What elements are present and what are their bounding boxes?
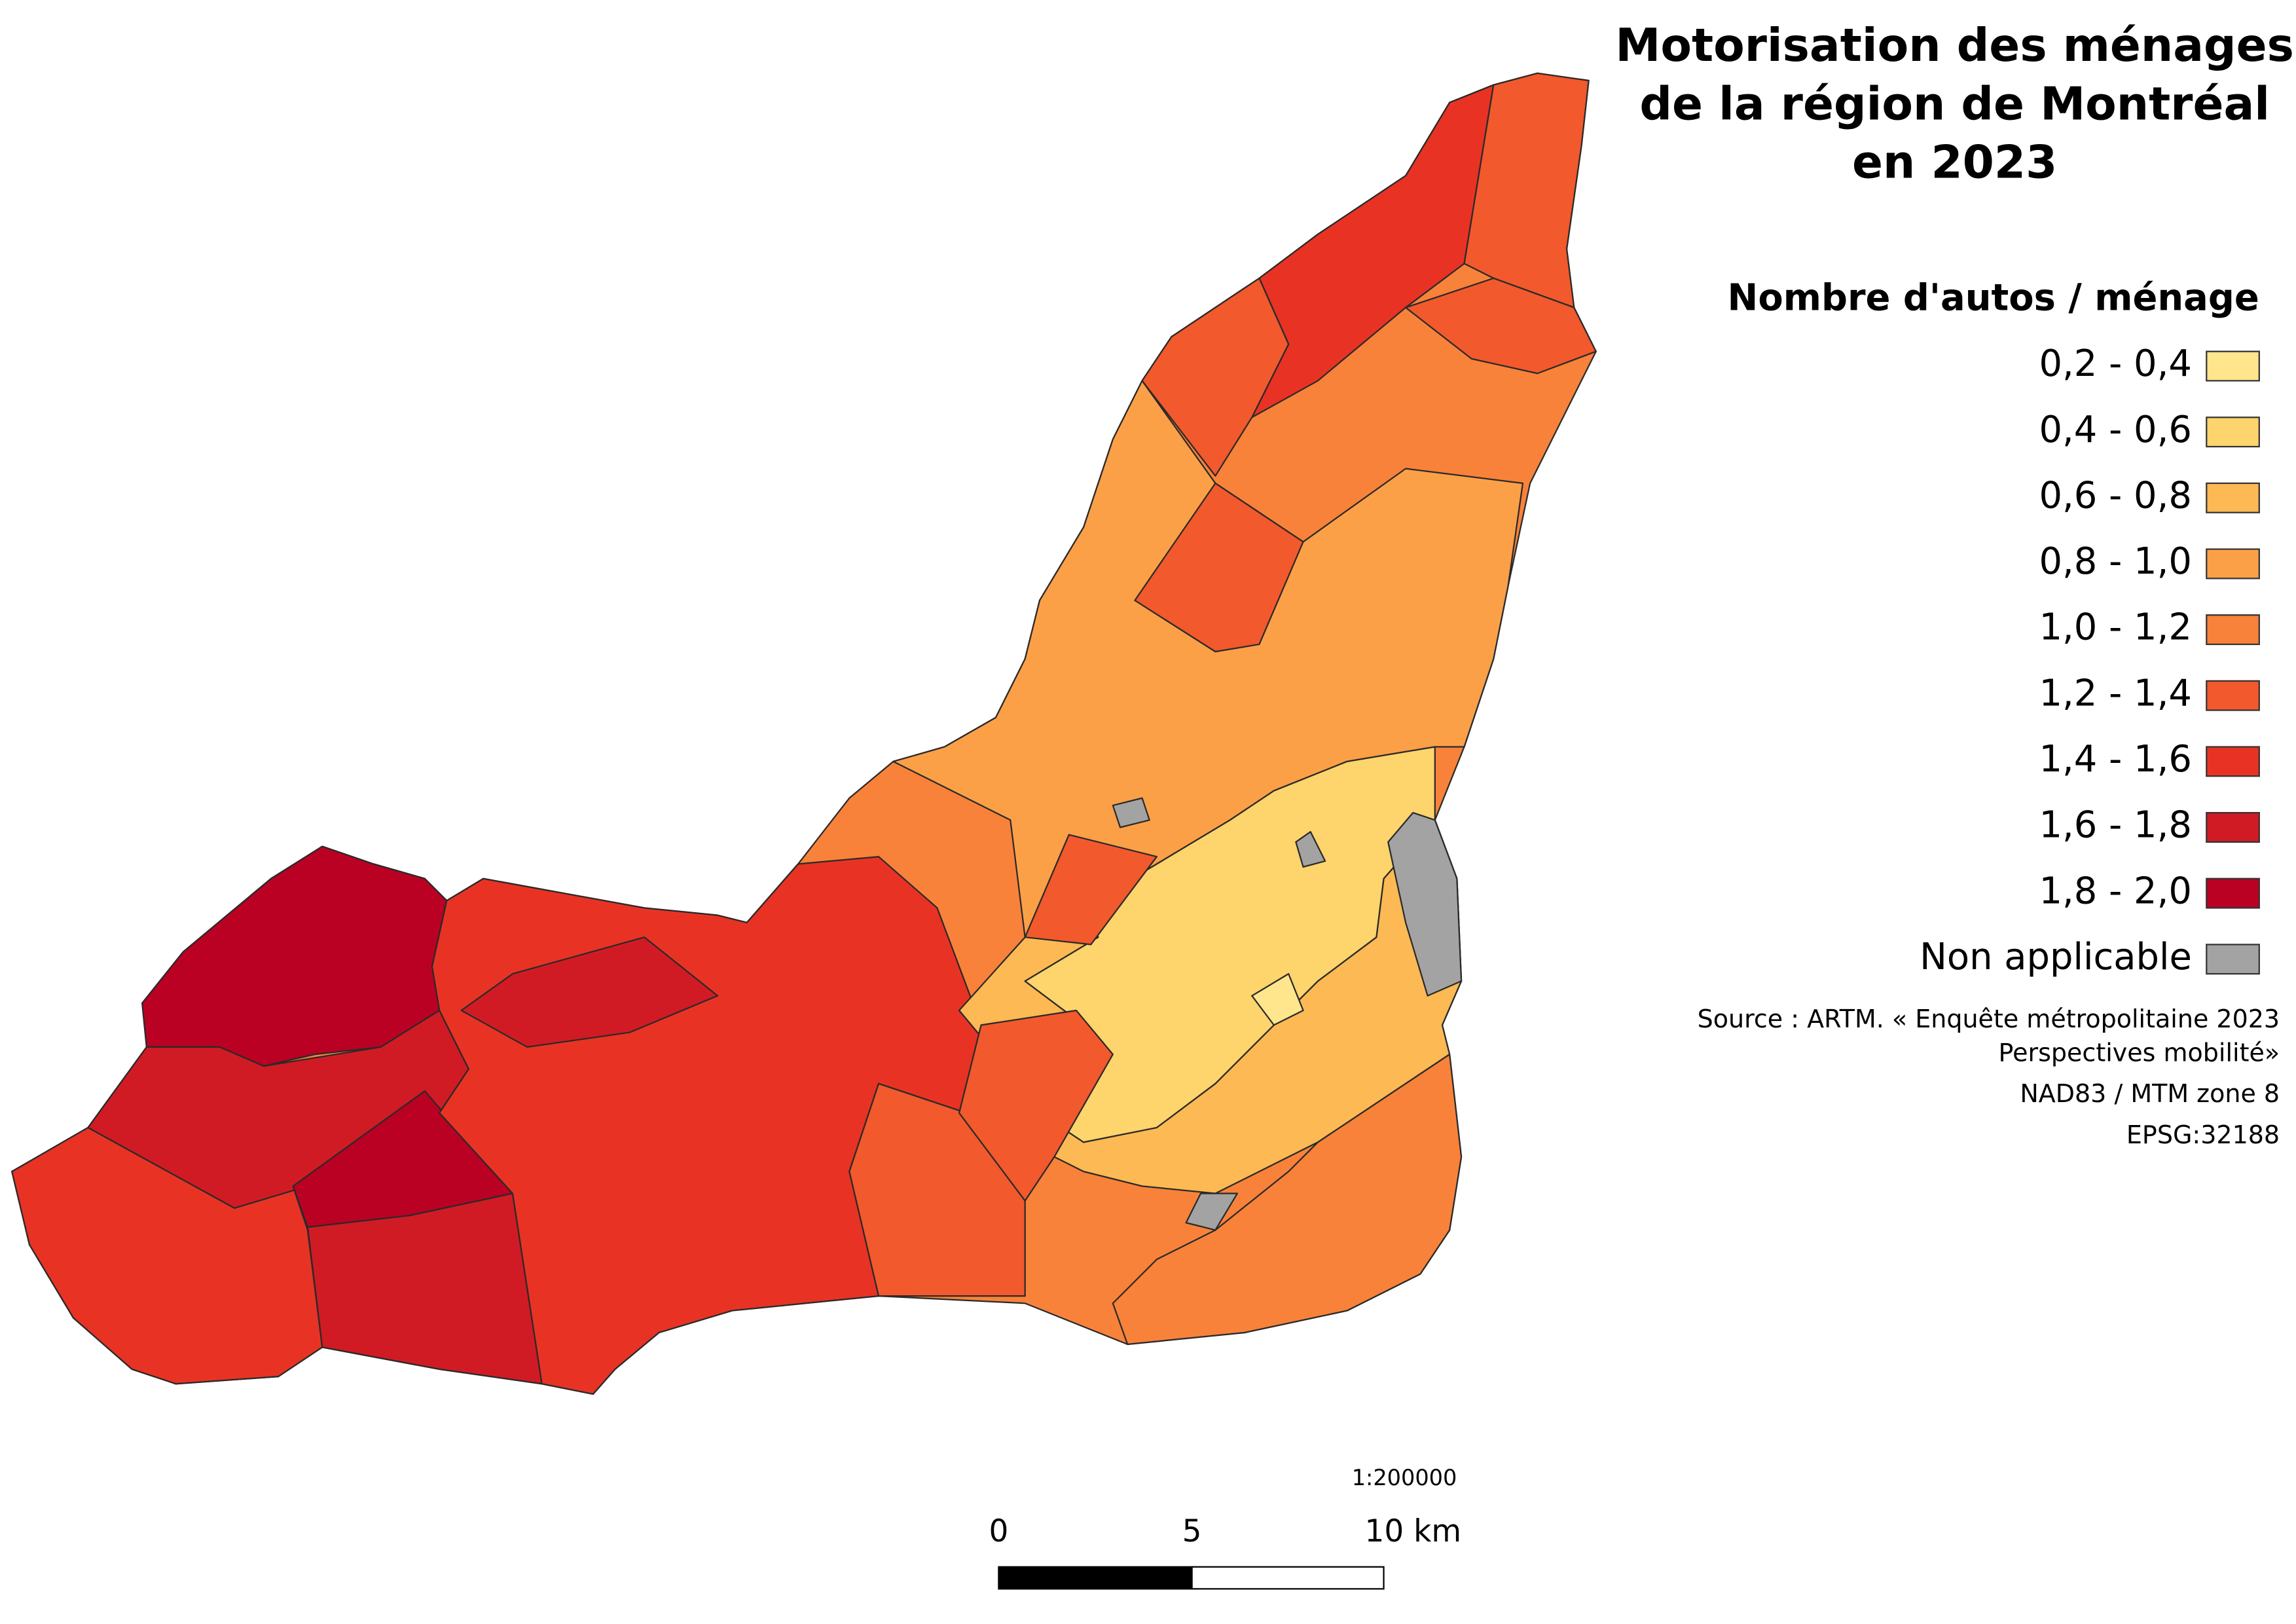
legend-label: 0,4 - 0,6 — [2039, 409, 2191, 451]
legend-label: 1,8 - 2,0 — [2039, 870, 2191, 912]
legend-swatch — [2206, 416, 2260, 448]
district — [1134, 482, 1304, 653]
district — [1141, 277, 1290, 477]
district — [1185, 1192, 1239, 1231]
district — [1112, 797, 1150, 828]
scale-bar — [1191, 1566, 1385, 1590]
district — [1024, 834, 1158, 946]
district — [958, 1009, 1114, 1202]
legend-swatch — [2206, 877, 2260, 909]
scale-label: 5 — [1182, 1513, 1202, 1549]
district — [460, 936, 719, 1048]
legend-label: 1,0 - 1,2 — [2039, 606, 2191, 649]
legend-swatch — [2206, 812, 2260, 843]
legend-label: 0,6 - 0,8 — [2039, 474, 2191, 517]
projection-note: EPSG:32188 — [2126, 1120, 2280, 1149]
map-title: de la région de Montréal — [1639, 78, 2270, 130]
source-note: Source : ARTM. « Enquête métropolitaine … — [1698, 1005, 2280, 1033]
district — [1387, 812, 1463, 997]
legend-label: 0,2 - 0,4 — [2039, 342, 2191, 385]
legend-swatch — [2206, 944, 2260, 975]
scale-bar — [998, 1566, 1193, 1590]
scale-ratio: 1:200000 — [1352, 1465, 1457, 1490]
district — [1404, 277, 1597, 375]
legend-label: 1,4 - 1,6 — [2039, 738, 2191, 781]
source-note: Perspectives mobilité» — [1999, 1039, 2280, 1067]
legend-swatch — [2206, 548, 2260, 580]
legend-swatch — [2206, 614, 2260, 646]
legend-swatch — [2206, 350, 2260, 382]
legend-label: 1,6 - 1,8 — [2039, 804, 2191, 847]
legend-label: 1,2 - 1,4 — [2039, 672, 2191, 714]
legend-swatch — [2206, 746, 2260, 777]
scale-label: 10 km — [1364, 1513, 1461, 1549]
map-title: Motorisation des ménages — [1615, 20, 2294, 72]
legend-title: Nombre d'autos / ménage — [1728, 277, 2259, 320]
projection-note: NAD83 / MTM zone 8 — [2020, 1079, 2280, 1108]
legend-label: 0,8 - 1,0 — [2039, 540, 2191, 583]
scale-label: 0 — [989, 1513, 1008, 1549]
map — [11, 72, 1597, 1395]
legend-label: Non applicable — [1920, 936, 2192, 978]
district — [1463, 72, 1590, 308]
district — [141, 845, 448, 1067]
legend-swatch — [2206, 680, 2260, 711]
legend-swatch — [2206, 482, 2260, 513]
district — [1295, 831, 1326, 868]
district — [1251, 972, 1304, 1026]
map-title: en 2023 — [1852, 137, 2057, 189]
legend: 0,2 - 0,4 0,4 - 0,6 0,6 - 0,8 0,8 - 1,0 1,0 … — [1920, 342, 2260, 978]
